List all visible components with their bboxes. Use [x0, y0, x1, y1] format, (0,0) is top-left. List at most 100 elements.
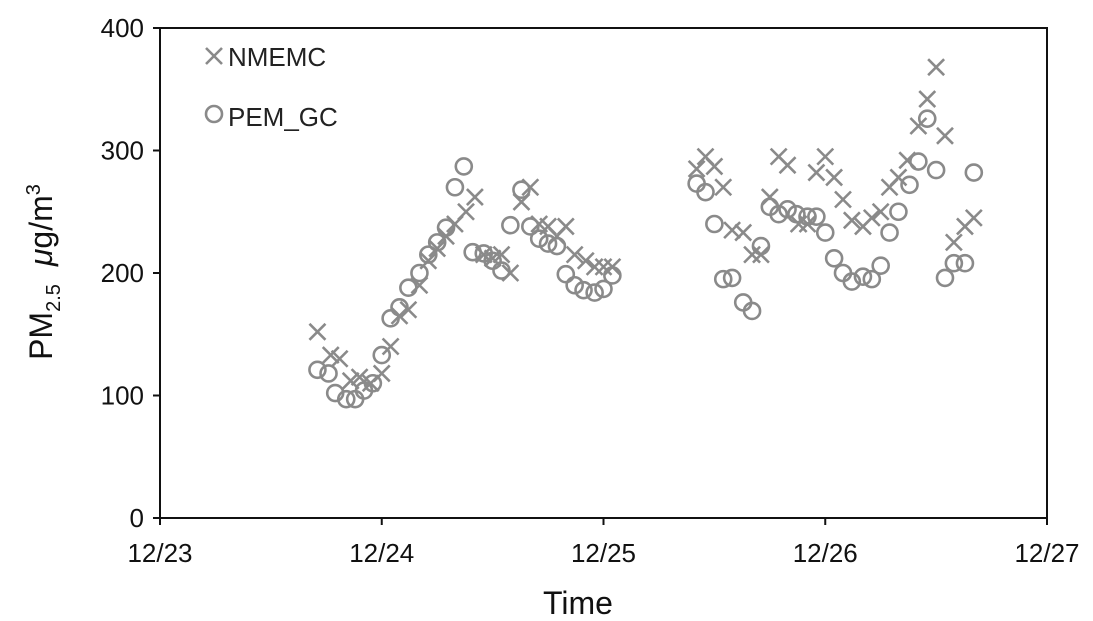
nmemc-point [576, 251, 595, 270]
pem-gc-point [372, 345, 392, 365]
nmemc-point [734, 223, 753, 242]
pem-gc-point [594, 279, 613, 299]
x-tick-label: 12/25 [571, 538, 636, 568]
nmemc-point [308, 322, 327, 341]
nmemc-point [862, 208, 881, 227]
y-tick-label: 200 [101, 258, 144, 288]
pem-gc-point [410, 263, 429, 283]
nmemc-point [565, 245, 584, 264]
pem-gc-point [399, 278, 418, 298]
pem-gc-point [807, 207, 826, 226]
pem-gc-point [798, 207, 817, 226]
pem-gc-point [751, 236, 771, 256]
pem-gc-point [909, 152, 928, 171]
pem-gc-point [926, 160, 946, 180]
pem-gc-point [390, 297, 409, 317]
pem-gc-point [778, 200, 797, 219]
pem-gc-point [853, 267, 873, 286]
pem-gc-point [547, 236, 567, 256]
nmemc-point [457, 202, 475, 221]
y-axis-title-unit: g/m [23, 195, 59, 248]
pem-gc-point [603, 266, 622, 285]
nmemc-point [927, 58, 946, 77]
pem-gc-point [742, 301, 762, 321]
nmemc-point [372, 364, 391, 383]
nmemc-point [330, 349, 349, 368]
legend-label-pem-gc: PEM_GC [228, 102, 338, 132]
pem-gc-point [556, 264, 576, 284]
pem-gc-point [463, 242, 482, 262]
nmemc-point [807, 163, 826, 182]
pem-gc-point [427, 233, 447, 252]
pem-gc-point [955, 253, 975, 273]
pem-gc-point [529, 229, 549, 248]
nmemc-point [816, 147, 835, 166]
pem-gc-point [769, 204, 788, 224]
x-axis: 12/23 12/24 12/25 12/26 12/27 [127, 518, 1080, 568]
nmemc-point [936, 126, 954, 145]
pem-gc-point [501, 215, 520, 235]
y-tick-label: 0 [130, 503, 144, 533]
pem-gc-point [363, 373, 383, 393]
pem-gc-point [521, 217, 540, 236]
pem-gc-point [787, 204, 806, 224]
pem-gc-point [512, 180, 531, 199]
x-tick-label: 12/26 [793, 538, 858, 568]
nmemc-point [556, 217, 575, 236]
nmemc-point [944, 233, 963, 252]
pem-gc-point [565, 275, 584, 295]
pem-gc-point [705, 214, 724, 234]
nmemc-point [842, 211, 861, 230]
legend-marker-x-icon [205, 47, 223, 65]
pem-gc-point [900, 175, 919, 195]
pem-gc-point [889, 202, 908, 222]
y-tick-label: 400 [101, 13, 144, 43]
legend-label-nmemc: NMEMC [228, 42, 326, 72]
nmemc-point [889, 168, 908, 187]
legend-item-pem-gc: PEM_GC [204, 102, 338, 132]
pem-gc-point [880, 223, 899, 242]
pem-gc-point [824, 248, 844, 268]
nmemc-point [585, 257, 604, 276]
pem-gc-point [696, 182, 715, 202]
pem-gc-point [492, 261, 511, 280]
y-tick-label: 300 [101, 136, 144, 166]
pem-gc-point [454, 157, 474, 176]
x-tick-label: 12/27 [1014, 538, 1079, 568]
nmemc-point [381, 337, 400, 356]
nmemc-point [687, 159, 706, 178]
pem-gc-point [964, 163, 984, 182]
nmemc-point [918, 90, 937, 108]
nmemc-point [964, 208, 983, 227]
y-axis-title: PM2.5 μg/m3 [23, 184, 65, 360]
x-axis-title: Time [543, 585, 613, 621]
y-axis: 0 100 200 300 400 [101, 13, 160, 533]
nmemc-point [705, 157, 724, 176]
pem-gc-point [538, 234, 558, 253]
y-axis-title-mu: μ [23, 248, 59, 267]
pem-gc-point [935, 268, 955, 288]
nmemc-point [825, 168, 844, 187]
pem-gc-point [842, 272, 862, 291]
nmemc-point [871, 202, 890, 221]
nmemc-point [778, 156, 797, 175]
nmemc-point [834, 190, 852, 209]
pem-gc-point [436, 218, 456, 237]
pem-gc-point [713, 269, 733, 289]
pem-gc-point [574, 280, 593, 300]
pem-gc-point [381, 309, 400, 328]
data-points [308, 58, 984, 409]
legend-item-nmemc: NMEMC [205, 42, 326, 72]
pem-gc-point [722, 268, 742, 288]
pem-gc-point [815, 223, 835, 242]
y-axis-title-main: PM [23, 312, 59, 360]
legend-marker-circle-icon [204, 104, 224, 124]
pem-gc-point [336, 389, 356, 409]
nmemc-point [465, 188, 484, 206]
nmemc-point [428, 239, 447, 258]
pem-gc-point [862, 269, 882, 289]
legend: NMEMC PEM_GC [204, 42, 338, 132]
pem-gc-point [445, 177, 465, 197]
pem-gc-point [917, 109, 937, 128]
